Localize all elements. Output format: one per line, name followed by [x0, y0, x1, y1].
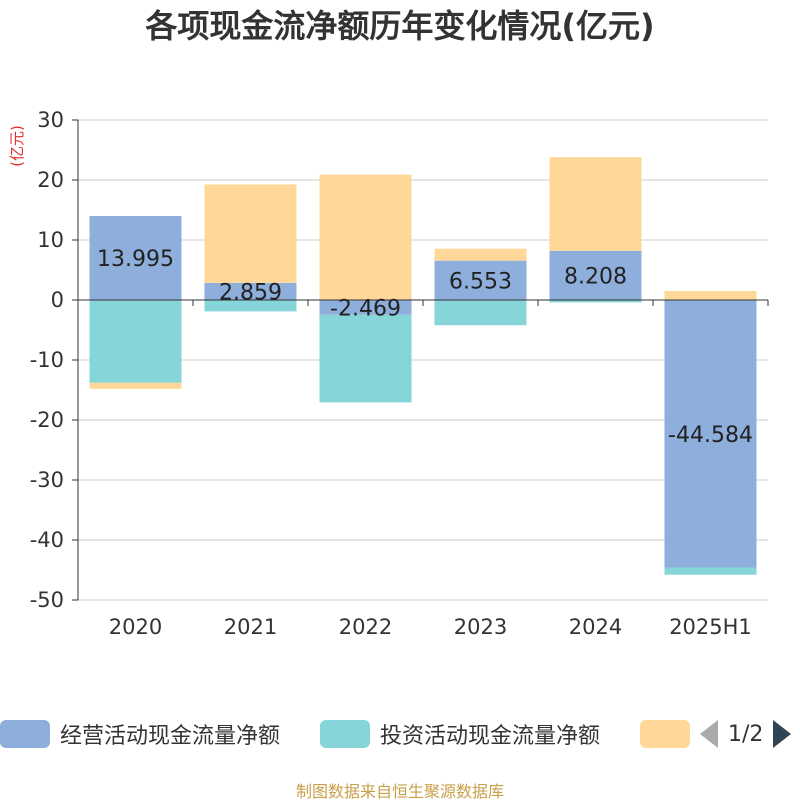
bar-segment — [89, 382, 182, 389]
bar-segment — [434, 260, 527, 300]
bar-segment — [549, 157, 642, 251]
bar-segment — [549, 300, 642, 303]
bar-segment — [664, 300, 757, 568]
bar-segment — [204, 300, 297, 312]
chart-legend: 经营活动现金流量净额 投资活动现金流量净额 1/2 — [0, 712, 800, 756]
bar-segment — [434, 248, 527, 261]
data-label: 8.208 — [564, 264, 627, 289]
data-label: 13.995 — [97, 247, 174, 272]
bar-segment — [664, 291, 757, 300]
y-tick-label: -30 — [30, 468, 64, 492]
data-label: -44.584 — [668, 423, 753, 448]
bar-segment — [319, 314, 412, 403]
legend-label: 投资活动现金流量净额 — [380, 724, 601, 749]
data-label: -2.469 — [330, 296, 401, 321]
bar-segment — [319, 300, 412, 315]
y-tick-label: -20 — [30, 408, 64, 432]
bar-segment — [664, 567, 757, 575]
legend-swatch — [0, 720, 50, 748]
x-tick-label: 2025H1 — [669, 615, 752, 639]
legend-label: 经营活动现金流量净额 — [60, 724, 281, 749]
legend-page-indicator: 1/2 — [728, 721, 764, 747]
data-label: 6.553 — [449, 269, 512, 294]
bar-segment — [89, 300, 182, 383]
bar-segment — [204, 184, 297, 283]
data-label: 2.859 — [219, 280, 282, 305]
y-tick-label: 10 — [37, 228, 64, 252]
y-tick-label: -50 — [30, 588, 64, 612]
chart-plot: (亿元) 30 20 10 0 -10 -20 -30 -40 -50 2020 2021 2022 2… — [8, 108, 769, 639]
legend-next-icon[interactable] — [773, 720, 792, 748]
chart-title: 各项现金流净额历年变化情况(亿元) — [145, 7, 655, 45]
x-tick-label: 2023 — [454, 615, 507, 639]
legend-item[interactable]: 经营活动现金流量净额 — [0, 712, 280, 756]
x-tick-label: 2022 — [339, 615, 392, 639]
y-tick-label: 30 — [37, 108, 64, 132]
legend-swatch — [320, 720, 370, 748]
legend-item[interactable] — [640, 712, 690, 756]
y-tick-label: 0 — [51, 288, 64, 312]
bar-segment — [549, 250, 642, 300]
x-tick-label: 2020 — [109, 615, 162, 639]
legend-prev-icon[interactable] — [700, 720, 718, 748]
y-tick-label: -10 — [30, 348, 64, 372]
y-axis-label: (亿元) — [8, 125, 26, 167]
legend-pager: 1/2 — [700, 712, 792, 756]
bar-segment — [89, 216, 182, 300]
legend-swatch — [640, 720, 690, 748]
bar-segment — [204, 282, 297, 300]
bar-segment — [434, 300, 527, 326]
bar-segment — [319, 174, 412, 300]
x-tick-label: 2024 — [569, 615, 622, 639]
legend-item[interactable]: 投资活动现金流量净额 — [320, 712, 600, 756]
y-tick-label: -40 — [30, 528, 64, 552]
x-tick-label: 2021 — [224, 615, 277, 639]
source-note: 制图数据来自恒生聚源数据库 — [295, 782, 504, 801]
y-tick-label: 20 — [37, 168, 64, 192]
